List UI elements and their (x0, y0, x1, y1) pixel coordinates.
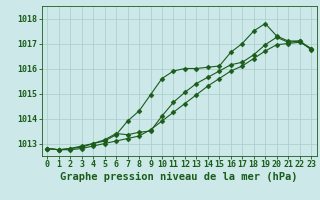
X-axis label: Graphe pression niveau de la mer (hPa): Graphe pression niveau de la mer (hPa) (60, 172, 298, 182)
